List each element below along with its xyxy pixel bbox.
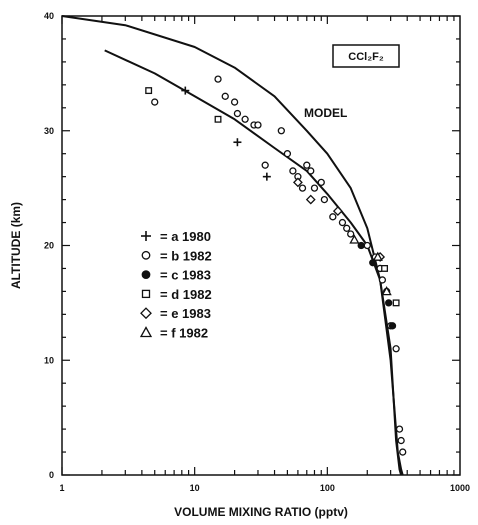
x-axis-title: VOLUME MIXING RATIO (pptv) (174, 505, 348, 519)
data-point-circle-open (151, 98, 159, 106)
y-tick-label: 0 (49, 470, 54, 480)
model-lines (61, 15, 404, 476)
data-point-circle-open (221, 92, 229, 100)
data-point-circle-open (310, 184, 319, 192)
species-label-box (332, 44, 400, 68)
data-point-circle-filled (357, 241, 365, 250)
data-point-circle-open (338, 218, 347, 227)
data-point-diamond-open (332, 206, 343, 216)
x-tick-label: 1 (59, 483, 64, 493)
legend-label: = a 1980 (160, 229, 211, 244)
data-point-square-open (381, 264, 389, 272)
model-label: MODEL (304, 106, 347, 120)
data-point-circle-open (363, 241, 371, 250)
curve-2 (104, 49, 403, 476)
data-point-circle-filled (369, 259, 377, 267)
data-point-circle-open (317, 178, 325, 187)
legend-marker-plus (141, 231, 151, 241)
legend-label: = d 1982 (160, 287, 212, 302)
data-point-circle-open (399, 448, 407, 456)
x-tick-label: 100 (320, 483, 335, 493)
data-points (145, 75, 407, 456)
data-point-circle-open (233, 109, 242, 118)
y-tick-label: 30 (44, 126, 54, 136)
data-point-circle-open (343, 224, 351, 232)
data-point-circle-open (283, 150, 292, 158)
data-point-circle-open (303, 161, 311, 169)
data-point-plus (233, 138, 242, 147)
legend-marker-diamond-open (140, 307, 152, 320)
legend-label: = f 1982 (160, 326, 208, 341)
y-tick-label: 40 (44, 11, 54, 21)
y-tick-label: 20 (44, 241, 54, 251)
data-point-circle-open (320, 195, 329, 204)
legend-label: = e 1983 (160, 306, 211, 321)
x-tick-label: 10 (190, 483, 200, 493)
legend-label: = b 1982 (160, 248, 212, 263)
data-point-circle-open (307, 167, 315, 175)
data-point-triangle-open (372, 251, 383, 261)
data-point-diamond-open (292, 177, 303, 188)
legend-label: = c 1983 (160, 268, 211, 283)
data-point-circle-open (277, 127, 285, 135)
data-point-circle-open (395, 425, 404, 433)
data-point-circle-open (347, 230, 355, 238)
data-point-triangle-open (349, 234, 360, 244)
data-point-circle-filled (385, 299, 393, 307)
data-point-plus (262, 172, 271, 181)
data-point-circle-open (254, 121, 262, 129)
legend-marker-circle-open (141, 250, 151, 260)
data-point-square-open (214, 115, 222, 123)
data-point-circle-open (397, 436, 405, 445)
data-point-plus (181, 86, 190, 95)
data-point-circle-filled (388, 322, 397, 330)
data-point-circle-open (241, 115, 249, 123)
legend: = a 1980 = b 1982 = c 1983 = d 1982 = e 1983… (139, 229, 212, 341)
data-point-circle-open (298, 184, 307, 192)
data-point-circle-open (392, 345, 400, 353)
data-point-square-open (392, 299, 400, 307)
legend-marker-triangle-open (139, 326, 153, 338)
x-tick-label: 1000 (450, 483, 470, 493)
data-point-circle-open (230, 98, 239, 106)
tick-labels: 1 10 100 1000 0 10 20 30 40 (44, 11, 470, 493)
axis-ticks (61, 15, 460, 476)
legend-marker-square-open (141, 289, 151, 299)
y-axis-title: ALTITUDE (km) (9, 202, 23, 289)
data-point-circle-open (329, 213, 337, 221)
data-point-circle-open (378, 276, 387, 284)
curve-1 (61, 15, 404, 476)
legend-marker-circle-filled (141, 270, 151, 280)
data-point-circle-open (214, 75, 222, 83)
data-point-square-open (145, 87, 153, 95)
species-label: CCl₂F₂ (348, 51, 384, 63)
data-point-triangle-open (381, 286, 392, 296)
data-point-circle-open (261, 161, 269, 169)
plot-frame (61, 15, 461, 476)
data-point-circle-open (289, 167, 297, 175)
y-tick-label: 10 (44, 355, 54, 365)
data-point-diamond-open (305, 194, 316, 205)
